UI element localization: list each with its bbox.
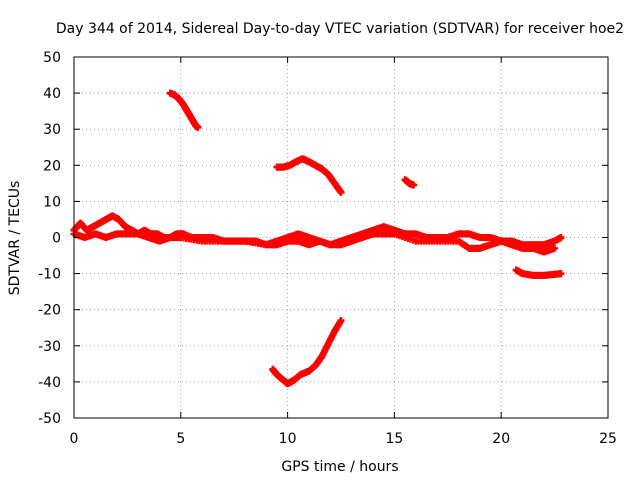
x-tick-label: 5	[176, 431, 185, 447]
series-tail-minus-10	[512, 266, 565, 279]
data-point	[194, 123, 202, 131]
series-lower-arc-40	[269, 317, 345, 388]
series-short-15	[401, 176, 418, 189]
data-point	[557, 234, 565, 241]
y-tick-labels: -50 -40 -30 -20 -10 0 10 20 30 40 50	[38, 50, 61, 427]
series-lower-band	[70, 230, 559, 256]
data-point	[337, 188, 345, 196]
y-tick-label: 20	[43, 158, 61, 174]
x-tick-label: 25	[599, 431, 617, 447]
data-point	[410, 181, 418, 189]
data-point	[551, 244, 559, 252]
x-tick-labels: 0 5 10 15 20 25	[70, 431, 617, 447]
y-tick-label: 30	[43, 122, 61, 138]
y-tick-label: -40	[38, 375, 61, 391]
x-tick-label: 20	[492, 431, 510, 447]
y-axis-label: SDTVAR / TECUs	[7, 181, 23, 296]
data-points	[70, 89, 565, 388]
y-tick-label: -50	[38, 411, 61, 427]
grid-lines	[74, 57, 608, 418]
x-tick-label: 15	[385, 431, 403, 447]
series-arc-20	[273, 155, 345, 196]
x-axis-label: GPS time / hours	[281, 459, 398, 475]
plot-frame	[73, 56, 609, 419]
x-tick-label: 0	[70, 431, 79, 447]
chart-title: Day 344 of 2014, Sidereal Day-to-day VTE…	[56, 21, 624, 37]
series-upper-arc-40	[166, 89, 202, 131]
y-tick-label: -30	[38, 339, 61, 355]
y-tick-label: 0	[52, 231, 61, 247]
x-tick-label: 10	[279, 431, 297, 447]
data-point	[337, 317, 345, 325]
data-point	[557, 270, 565, 278]
y-tick-label: 10	[43, 194, 61, 210]
y-tick-label: -20	[38, 303, 61, 319]
y-tick-label: 50	[43, 50, 61, 66]
y-tick-label: -10	[38, 267, 61, 283]
y-tick-label: 40	[43, 86, 61, 102]
